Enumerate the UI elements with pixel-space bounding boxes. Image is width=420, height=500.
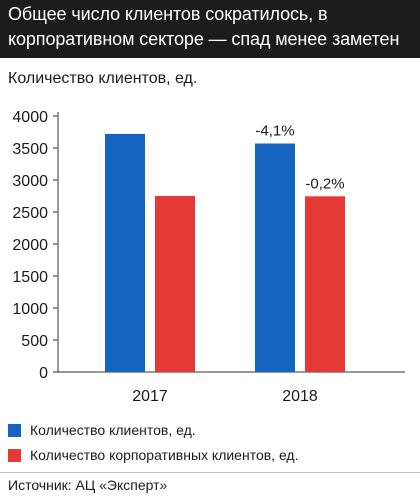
x-tick-label: 2017 — [132, 388, 168, 405]
bar-chart: 0 500 1000 1500 2000 2500 3000 3500 4000 2017 -4,1… — [12, 109, 405, 405]
legend-item-total-clients: Количество клиентов, ед. — [8, 422, 196, 438]
bar-2018-series-2 — [305, 196, 345, 372]
y-tick-label: 1000 — [12, 301, 48, 318]
legend-label-total-clients: Количество клиентов, ед. — [30, 422, 196, 438]
source-note: Источник: АЦ «Эксперт» — [8, 477, 168, 493]
y-tick-label: 3000 — [12, 173, 48, 190]
legend-swatch-red — [8, 448, 21, 462]
bar-2017-series-2 — [155, 196, 195, 372]
y-tick-label: 0 — [39, 365, 48, 382]
chart-title-line-2: корпоративном секторе — спад менее замет… — [8, 29, 400, 49]
bar-2017-series-1 — [105, 133, 145, 372]
legend-item-corporate-clients: Количество корпоративных клиентов, ед. — [8, 447, 299, 463]
y-tick-label: 500 — [21, 333, 48, 350]
source-separator — [0, 472, 420, 473]
y-tick-label: 4000 — [12, 109, 48, 126]
bar-2018-series-1 — [255, 143, 295, 372]
title-band: Общее число клиентов сократилось, в корп… — [0, 0, 420, 58]
data-label-2018-series-1: -4,1% — [255, 123, 294, 140]
y-tick-label: 3500 — [12, 141, 48, 158]
legend-swatch-blue — [8, 423, 21, 437]
y-axis-label: Количество клиентов, ед. — [8, 70, 198, 87]
x-tick-label: 2018 — [282, 388, 318, 405]
y-tick-label: 2000 — [12, 237, 48, 254]
y-tick-label: 1500 — [12, 269, 48, 286]
y-tick-label: 2500 — [12, 205, 48, 222]
chart-title-line-1: Общее число клиентов сократилось, в — [8, 4, 328, 24]
legend-label-corporate-clients: Количество корпоративных клиентов, ед. — [30, 447, 299, 463]
data-label-2018-series-2: -0,2% — [305, 175, 344, 192]
